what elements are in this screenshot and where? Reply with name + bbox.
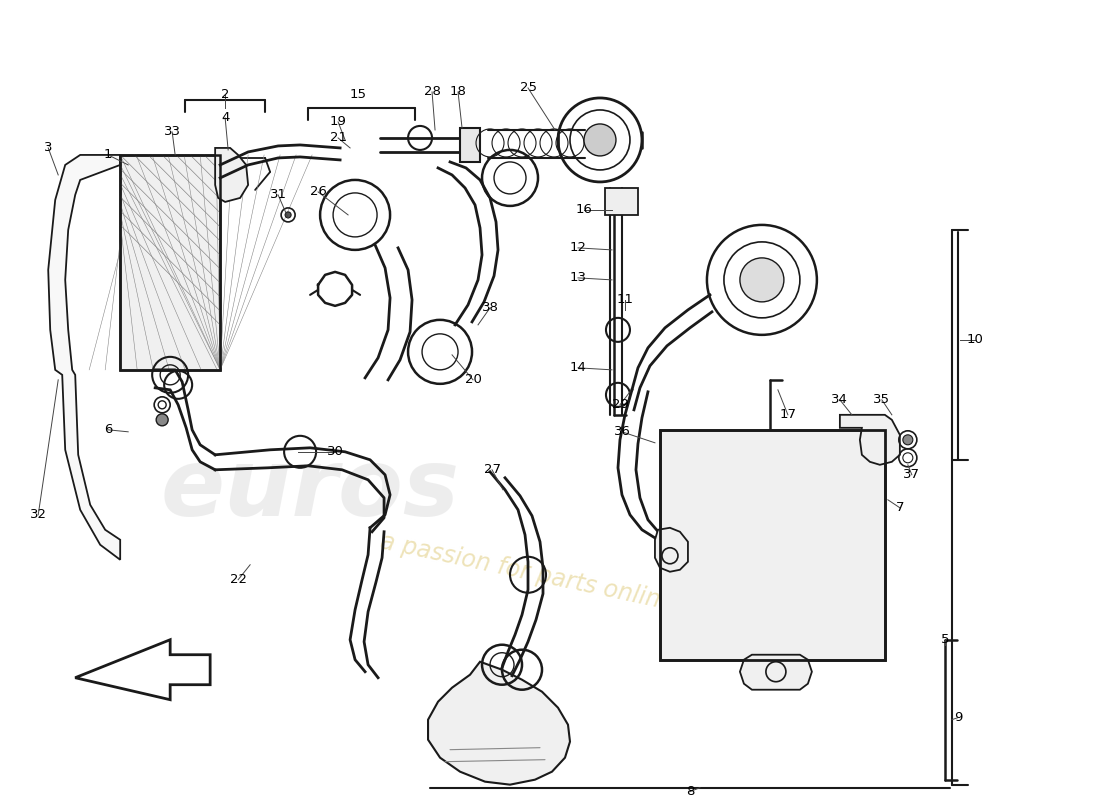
Text: 29: 29 (612, 398, 628, 411)
Bar (120, 155, 220, 370)
Text: 5: 5 (940, 634, 949, 646)
Polygon shape (216, 148, 249, 202)
Text: 4: 4 (221, 111, 229, 125)
Text: 2: 2 (221, 89, 230, 102)
Text: 22: 22 (230, 574, 246, 586)
Polygon shape (428, 662, 570, 785)
Text: 15: 15 (350, 89, 366, 102)
Polygon shape (840, 415, 900, 465)
Text: 38: 38 (482, 302, 498, 314)
Bar (120, 155, 220, 370)
Polygon shape (605, 188, 638, 215)
Text: 10: 10 (967, 334, 983, 346)
Text: a passion for parts online 1985: a passion for parts online 1985 (377, 530, 742, 630)
Bar (660, 430, 884, 660)
Text: 37: 37 (903, 468, 921, 482)
Bar (660, 430, 884, 660)
Text: 27: 27 (484, 463, 500, 476)
Text: 32: 32 (30, 508, 46, 522)
Polygon shape (740, 654, 812, 690)
Text: 3: 3 (44, 142, 53, 154)
Text: 21: 21 (330, 131, 346, 145)
Text: 35: 35 (873, 394, 890, 406)
Text: 30: 30 (327, 446, 343, 458)
Polygon shape (654, 528, 688, 572)
Text: 16: 16 (575, 203, 593, 217)
Text: 18: 18 (450, 86, 466, 98)
Text: 6: 6 (104, 423, 112, 436)
Text: 8: 8 (685, 785, 694, 798)
Text: 19: 19 (330, 115, 346, 129)
Text: 1: 1 (103, 149, 112, 162)
Circle shape (156, 414, 168, 426)
Polygon shape (75, 640, 210, 700)
Text: euros: euros (161, 444, 460, 536)
Circle shape (740, 258, 784, 302)
Text: 14: 14 (570, 362, 586, 374)
Text: 17: 17 (780, 408, 796, 422)
Text: 28: 28 (424, 86, 440, 98)
Text: 13: 13 (570, 271, 586, 284)
Polygon shape (460, 128, 480, 162)
Text: 26: 26 (310, 186, 327, 198)
Polygon shape (48, 155, 120, 560)
Circle shape (903, 435, 913, 445)
Circle shape (285, 212, 292, 218)
Text: 7: 7 (895, 502, 904, 514)
Text: 20: 20 (464, 374, 482, 386)
Text: 36: 36 (614, 426, 630, 438)
Text: 33: 33 (164, 126, 180, 138)
Text: 9: 9 (954, 711, 962, 724)
Text: 31: 31 (270, 189, 287, 202)
Text: 11: 11 (616, 294, 634, 306)
Text: 34: 34 (832, 394, 848, 406)
Circle shape (584, 124, 616, 156)
Text: 25: 25 (519, 82, 537, 94)
Text: 12: 12 (570, 242, 586, 254)
